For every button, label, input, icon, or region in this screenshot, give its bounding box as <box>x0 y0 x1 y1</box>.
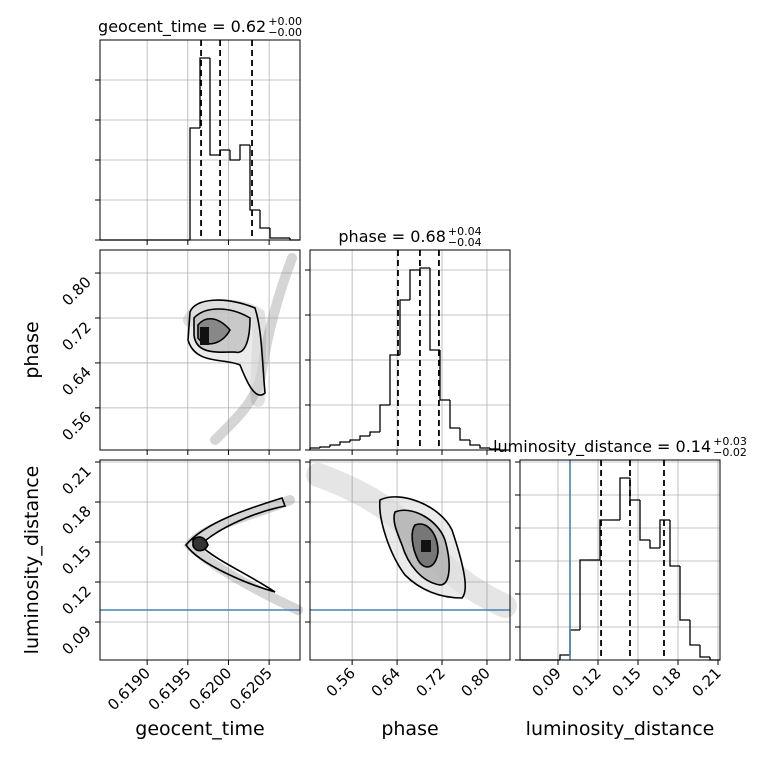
histogram-bin <box>409 269 420 300</box>
histogram-bin <box>699 645 710 658</box>
x-tick-label: 0.80 <box>457 664 493 700</box>
panel-frame <box>519 459 721 661</box>
x-tick-label: 0.72 <box>413 664 449 700</box>
x-tick-label: 0.15 <box>608 664 644 700</box>
histogram-bin <box>349 439 360 442</box>
histogram-bin <box>429 268 440 351</box>
panel-frame <box>309 459 511 661</box>
histogram-bin <box>459 428 470 441</box>
histogram-bin <box>229 150 240 161</box>
panel-title: geocent_time = 0.62 <box>98 17 266 37</box>
contour <box>184 497 287 593</box>
histogram-bin <box>449 400 460 429</box>
histogram-bin <box>399 299 410 355</box>
histogram-bin <box>369 431 380 436</box>
title-superscript: +0.04 <box>448 225 482 238</box>
histogram-bin <box>379 404 390 432</box>
y-tick-label: 0.09 <box>58 622 94 658</box>
histogram-bin <box>209 58 220 156</box>
histogram-bin <box>689 620 700 646</box>
histogram-bin <box>669 520 680 567</box>
histogram-bin <box>489 448 500 450</box>
scatter-cloud <box>183 495 303 615</box>
title-subscript: −0.04 <box>448 236 482 249</box>
histogram-bin <box>359 435 370 440</box>
histogram-bin <box>679 566 690 621</box>
title-subscript: −0.02 <box>713 446 747 459</box>
histogram-bin <box>559 654 570 660</box>
histogram-bin <box>199 57 210 128</box>
panel-frame <box>309 249 511 451</box>
histogram-bin <box>569 629 580 655</box>
y-axis-label: luminosity_distance <box>21 466 43 655</box>
histogram-bin <box>319 446 330 448</box>
histogram-bin <box>339 441 350 445</box>
y-tick-label: 0.80 <box>58 273 94 309</box>
y-tick-label: 0.18 <box>58 502 94 538</box>
y-tick-label: 0.72 <box>58 318 94 354</box>
histogram-bin <box>629 478 640 501</box>
histogram-bin <box>259 210 270 229</box>
histogram-bin <box>419 267 430 270</box>
title-subscript: −0.00 <box>268 26 302 39</box>
histogram-bin <box>239 144 250 160</box>
histogram-bin <box>599 519 610 560</box>
x-axis-label: geocent_time <box>135 718 264 740</box>
x-tick-label: 0.6195 <box>145 664 195 714</box>
histogram-bin <box>659 519 670 548</box>
panel-frame <box>99 39 301 241</box>
x-tick-label: 0.64 <box>368 664 404 700</box>
grid <box>100 40 720 661</box>
histogram-bin <box>329 444 340 447</box>
y-tick-label: 0.15 <box>58 542 94 578</box>
x-axis-label: luminosity_distance <box>526 718 715 740</box>
histogram-bin <box>389 354 400 405</box>
histogram-bin <box>639 500 650 541</box>
y-tick-label: 0.64 <box>58 363 94 399</box>
histogram-bin <box>469 440 480 446</box>
histogram-bin <box>439 350 450 401</box>
x-tick-label: 0.09 <box>528 664 564 700</box>
x-tick-label: 0.6205 <box>226 664 276 714</box>
density-peak <box>421 540 431 552</box>
x-tick-label: 0.6190 <box>104 664 154 714</box>
y-axis-label: phase <box>21 321 43 378</box>
y-tick-label: 0.12 <box>58 582 94 618</box>
panel-frame <box>99 459 301 661</box>
x-axis-label: phase <box>381 718 438 740</box>
x-tick-label: 0.21 <box>688 664 724 700</box>
density-peak <box>200 327 209 345</box>
panel-frame <box>99 249 301 451</box>
y-tick-label: 0.56 <box>58 408 94 444</box>
panel-title: phase = 0.68 <box>338 227 445 246</box>
histogram-bin <box>479 445 490 449</box>
x-tick-label: 0.12 <box>568 664 604 700</box>
y-tick-label: 0.21 <box>58 462 94 498</box>
contour <box>192 536 209 552</box>
histogram-bin <box>649 540 660 549</box>
x-tick-label: 0.18 <box>648 664 684 700</box>
histogram-bin <box>619 477 630 520</box>
histogram-bin <box>189 127 200 240</box>
histogram-bin <box>269 228 280 239</box>
contours <box>184 299 466 599</box>
histogram-bin <box>249 145 260 211</box>
x-tick-label: 0.6200 <box>185 664 235 714</box>
panel-title: luminosity_distance = 0.14 <box>493 437 711 457</box>
histogram-bin <box>579 559 590 630</box>
x-tick-label: 0.56 <box>323 664 359 700</box>
title-superscript: +0.00 <box>268 15 302 28</box>
title-superscript: +0.03 <box>713 435 747 448</box>
